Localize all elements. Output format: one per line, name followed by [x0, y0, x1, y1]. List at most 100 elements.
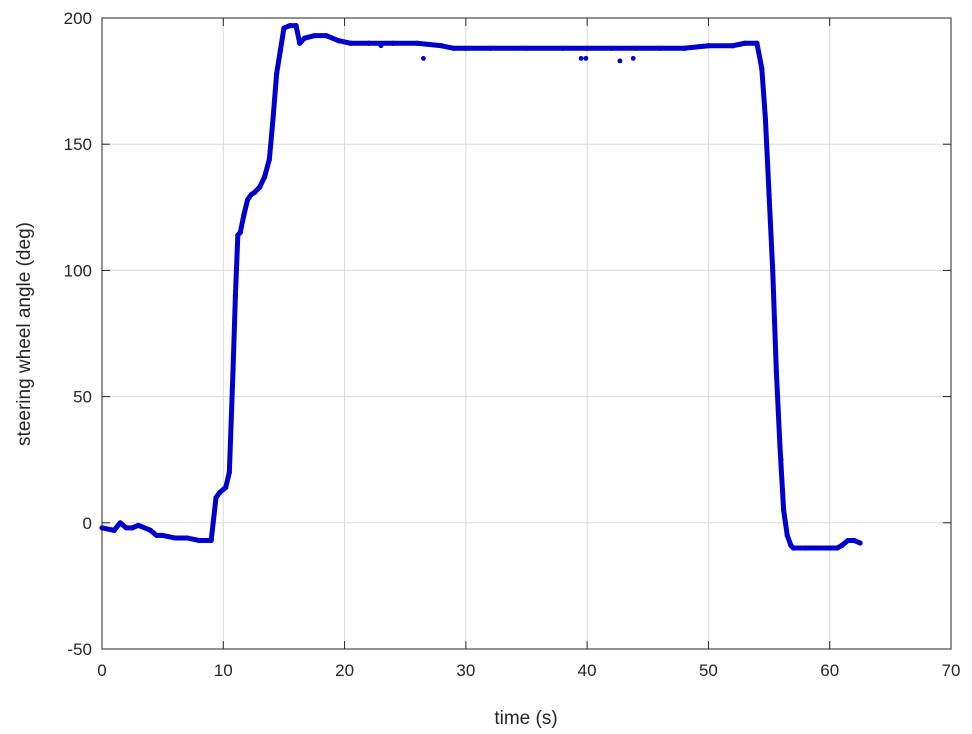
data-point	[223, 484, 229, 491]
data-point	[217, 489, 223, 496]
data-point	[257, 184, 263, 190]
data-point	[390, 40, 396, 46]
data-point	[323, 33, 329, 39]
data-point	[827, 545, 833, 551]
y-tick-label: 200	[64, 9, 92, 28]
data-point	[129, 525, 135, 531]
y-tick-label: 50	[73, 388, 92, 407]
data-point	[414, 40, 420, 46]
data-point	[111, 527, 117, 533]
data-point	[608, 45, 615, 51]
series-layer	[99, 22, 863, 551]
data-point	[705, 43, 712, 49]
series-line	[99, 23, 863, 551]
data-point	[773, 368, 779, 374]
data-point	[784, 532, 790, 539]
data-point	[184, 535, 190, 541]
tick-labels: 0 10 20 30 40 50 60 70 -50 0 50 100 150 200	[64, 9, 961, 680]
x-tick-label: 0	[97, 661, 106, 680]
data-point	[770, 267, 776, 273]
data-point	[851, 537, 857, 544]
data-point	[657, 45, 663, 51]
series-1	[99, 22, 863, 551]
data-point	[277, 48, 283, 54]
x-axis-label: time (s)	[494, 708, 557, 729]
data-point	[759, 65, 765, 72]
x-tick-label: 40	[578, 661, 597, 680]
data-point	[681, 45, 687, 51]
data-point	[208, 537, 214, 544]
data-point	[583, 55, 589, 61]
data-point	[153, 532, 160, 539]
data-point	[287, 22, 293, 29]
data-point	[226, 469, 232, 475]
data-point	[244, 197, 251, 203]
data-point	[754, 40, 760, 46]
data-point	[348, 40, 354, 46]
x-tick-label: 50	[699, 661, 718, 680]
x-tick-label: 70	[942, 661, 961, 680]
data-point	[463, 45, 469, 51]
data-point	[248, 192, 254, 198]
data-point	[839, 542, 845, 549]
data-point	[802, 545, 809, 551]
data-point	[834, 545, 840, 551]
plot-frame	[101, 17, 952, 650]
data-point	[311, 33, 317, 39]
data-point	[451, 45, 457, 51]
data-point	[790, 545, 796, 551]
y-tick-label: 100	[64, 261, 92, 280]
data-point	[241, 212, 247, 218]
data-point	[766, 192, 772, 198]
y-tick-label: 150	[64, 135, 92, 154]
data-point	[230, 368, 236, 374]
data-point	[633, 45, 639, 51]
data-point	[237, 229, 243, 236]
data-point	[252, 189, 258, 195]
series-2	[378, 43, 784, 463]
data-point	[266, 156, 272, 162]
y-tick-label: -50	[67, 640, 92, 659]
data-point	[366, 40, 372, 46]
data-point	[730, 43, 736, 49]
data-point	[742, 40, 748, 46]
data-point	[117, 520, 123, 526]
data-point	[814, 545, 821, 551]
data-point	[135, 522, 141, 528]
data-point	[335, 38, 342, 44]
data-point	[293, 22, 299, 29]
data-point	[630, 55, 636, 61]
data-point	[270, 116, 276, 122]
data-point	[523, 45, 530, 51]
data-point	[781, 507, 787, 513]
data-point	[301, 35, 308, 41]
x-tick-label: 30	[456, 661, 475, 680]
plot-background	[102, 18, 951, 649]
x-tick-label: 20	[335, 661, 354, 680]
data-point	[147, 527, 154, 533]
data-point	[378, 43, 384, 49]
data-point	[196, 537, 202, 544]
data-point	[617, 58, 623, 64]
data-point	[584, 45, 590, 51]
data-point	[297, 40, 303, 46]
y-tick-label: 0	[83, 514, 92, 533]
data-point	[274, 70, 280, 77]
data-point	[281, 25, 287, 31]
data-point	[777, 444, 783, 450]
data-point	[560, 45, 566, 51]
data-point	[172, 535, 178, 541]
data-point	[857, 540, 863, 546]
data-point	[160, 532, 166, 539]
data-point	[487, 45, 493, 51]
data-point	[232, 293, 239, 299]
data-point	[578, 55, 584, 61]
data-point	[439, 43, 445, 49]
data-point	[123, 525, 129, 531]
x-tick-label: 10	[214, 661, 233, 680]
data-point	[778, 457, 784, 463]
data-point	[261, 174, 268, 180]
ticks	[101, 17, 952, 650]
y-axis-label: steering wheel angle (deg)	[14, 222, 35, 446]
